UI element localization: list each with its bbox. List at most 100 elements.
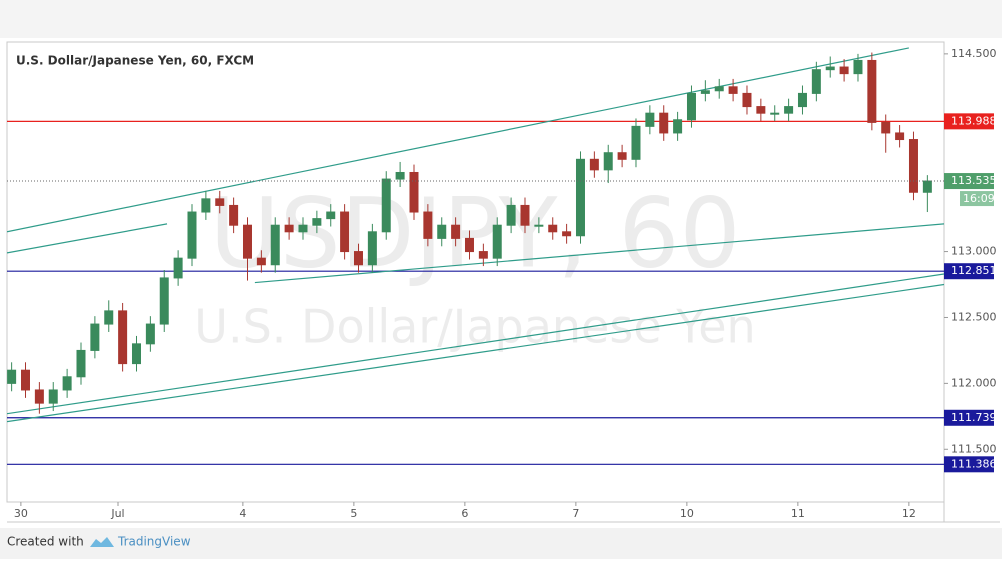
- chart-title: U.S. Dollar/Japanese Yen, 60, FXCM: [16, 54, 254, 68]
- candle-body: [464, 237, 474, 253]
- level-label-bg: [944, 409, 994, 426]
- candle-body: [145, 323, 155, 345]
- candle-body: [395, 171, 405, 180]
- top-bar: [0, 0, 1002, 38]
- plot: [7, 47, 944, 465]
- candle-body: [492, 224, 502, 259]
- candle-body: [756, 106, 766, 114]
- candle-body: [908, 139, 918, 193]
- candle-body: [131, 343, 141, 365]
- candle-body: [881, 121, 891, 134]
- candle-body: [381, 178, 391, 233]
- candle-body: [562, 231, 572, 237]
- candle-body: [312, 218, 322, 226]
- candle-body: [118, 310, 128, 365]
- y-tick-label: 111.500: [951, 442, 997, 455]
- candle-body: [506, 204, 516, 226]
- candle-body: [104, 310, 114, 325]
- x-tick-label: 11: [791, 507, 805, 520]
- candle-body: [686, 92, 696, 121]
- candle-body: [242, 224, 252, 259]
- candle-body: [229, 204, 239, 226]
- candle-body: [478, 251, 488, 259]
- candle-body: [797, 92, 807, 108]
- x-tick-label: 6: [461, 507, 468, 520]
- y-tick-label: 112.000: [951, 376, 997, 389]
- candle-body: [20, 369, 30, 391]
- candle-body: [201, 198, 211, 213]
- trendline: [7, 273, 944, 415]
- candle-body: [7, 369, 17, 384]
- candle-body: [575, 158, 585, 237]
- candle-body: [173, 257, 183, 279]
- level-label: 111.739: [951, 411, 997, 424]
- candle-body: [589, 158, 599, 171]
- candle-body: [353, 251, 363, 266]
- trendline: [7, 47, 909, 233]
- last-price-bg: [944, 173, 994, 190]
- candle-body: [825, 66, 835, 71]
- x-tick-label: 5: [350, 507, 357, 520]
- candle-body: [895, 132, 905, 141]
- candle-body: [617, 152, 627, 160]
- candle-body: [728, 86, 738, 94]
- x-tick-label: 4: [239, 507, 246, 520]
- level-label: 113.988: [951, 114, 997, 127]
- candle-body: [90, 323, 100, 351]
- level-label-bg: [944, 113, 994, 130]
- candle-body: [270, 224, 280, 266]
- candle-body: [867, 59, 877, 123]
- candle-body: [742, 92, 752, 108]
- candle-body: [298, 224, 308, 233]
- countdown-bg: [960, 191, 994, 207]
- candle-body: [256, 257, 266, 266]
- trendline: [7, 283, 944, 423]
- trendline: [7, 223, 168, 254]
- candle-body: [714, 86, 724, 92]
- countdown-label: 16:09: [963, 192, 995, 205]
- level-label: 111.386: [951, 457, 997, 470]
- candle-body: [548, 224, 558, 233]
- candle-body: [423, 211, 433, 239]
- brand-logo: [90, 537, 114, 547]
- candle-body: [215, 198, 225, 206]
- candle-body: [784, 106, 794, 114]
- y-tick-label: 113.000: [951, 245, 997, 258]
- x-tick-label: Jul: [110, 507, 124, 520]
- candle-body: [326, 211, 336, 220]
- candle-body: [187, 211, 197, 259]
- footer-brand[interactable]: TradingView: [117, 535, 191, 549]
- candle-body: [62, 376, 72, 391]
- candle-body: [340, 211, 350, 253]
- x-tick-label: 7: [572, 507, 579, 520]
- candle-body: [922, 180, 932, 193]
- y-tick-label: 112.500: [951, 310, 997, 323]
- candle-body: [534, 224, 544, 227]
- last-price-label: 113.535: [951, 174, 997, 187]
- trendline: [254, 223, 944, 284]
- candle-body: [34, 389, 44, 404]
- y-tick-label: 114.500: [951, 47, 997, 60]
- candle-body: [284, 224, 294, 233]
- plot-frame: [6, 41, 945, 503]
- candle-body: [603, 152, 613, 171]
- candle-body: [659, 112, 669, 134]
- candle-body: [409, 171, 419, 213]
- candle-body: [853, 59, 863, 75]
- candle-body: [673, 119, 683, 134]
- candle-body: [367, 231, 377, 266]
- candle-body: [451, 224, 461, 239]
- level-label-bg: [944, 263, 994, 280]
- x-tick-label: 12: [902, 507, 916, 520]
- candle-body: [159, 277, 169, 325]
- candle-body: [811, 69, 821, 94]
- candle-body: [48, 389, 58, 404]
- x-tick-label: 10: [680, 507, 694, 520]
- candle-body: [76, 349, 86, 378]
- candle-body: [631, 125, 641, 160]
- candle-body: [645, 112, 655, 127]
- level-label-bg: [944, 456, 994, 473]
- candle-body: [437, 224, 447, 239]
- x-tick-label: 30: [14, 507, 28, 520]
